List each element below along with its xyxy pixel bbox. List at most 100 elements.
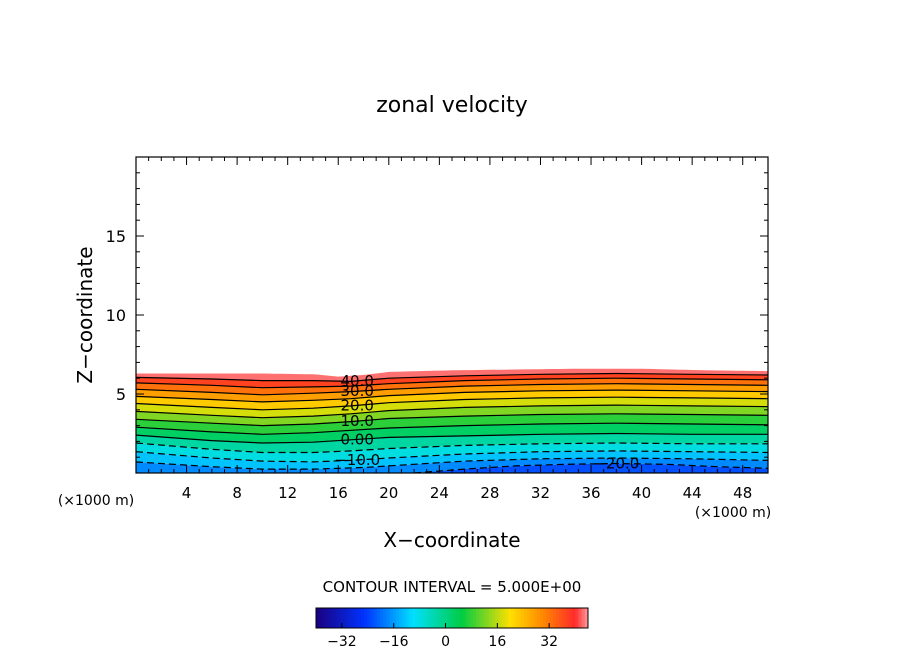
colorbar-tick-label: 16 [488, 634, 506, 650]
x-tick-label: 4 [182, 484, 192, 502]
colorbar-swatch [405, 608, 410, 628]
colorbar-swatch [562, 608, 566, 628]
colorbar-swatch [415, 608, 419, 628]
colorbar-swatch [514, 608, 518, 628]
colorbar-swatch [575, 608, 579, 628]
colorbar-swatch [402, 608, 406, 628]
colorbar-swatch [508, 608, 512, 628]
colorbar-swatch [482, 608, 486, 628]
colorbar-swatch [546, 608, 550, 628]
colorbar-swatch [380, 608, 384, 628]
contour-line [136, 457, 768, 470]
colorbar-swatch [399, 608, 403, 628]
colorbar-swatch [472, 608, 477, 628]
colorbar-swatch [316, 608, 320, 628]
colorbar-swatch [440, 608, 445, 628]
x-tick-label: 28 [480, 484, 499, 502]
contour-line [136, 422, 768, 435]
colorbar-swatch [543, 608, 547, 628]
colorbar-swatch [335, 608, 339, 628]
x-tick-label: 20 [379, 484, 398, 502]
colorbar-swatch [396, 608, 400, 628]
colorbar-swatch [444, 608, 448, 628]
colorbar-swatch [421, 608, 426, 628]
colorbar-swatch [498, 608, 502, 628]
contour-lines [136, 372, 768, 473]
colorbar-swatch [389, 608, 394, 628]
contour-band [136, 423, 768, 443]
contour-band [136, 368, 768, 382]
colorbar-swatch [412, 608, 416, 628]
colorbar-swatch [357, 608, 362, 628]
colorbar-swatch [463, 608, 467, 628]
colorbar-ticks: −32 −16 0 16 32 [327, 623, 558, 650]
x-tick-label: 40 [632, 484, 651, 502]
colorbar-swatch [492, 608, 496, 628]
colorbar-swatch [373, 608, 378, 628]
colorbar-swatch [386, 608, 390, 628]
colorbar-swatch [319, 608, 323, 628]
contour-band [136, 450, 768, 470]
colorbar-tick-label: −32 [327, 634, 357, 650]
contour-line [136, 404, 768, 419]
y-axis-label: Z−coordinate [73, 246, 97, 383]
colorbar-swatch [520, 608, 525, 628]
colorbar-swatch [581, 608, 586, 628]
contour-band [136, 443, 768, 462]
colorbar-swatch [488, 608, 493, 628]
colorbar-swatch [501, 608, 506, 628]
x-tick-label: 8 [232, 484, 242, 502]
colorbar-swatch [418, 608, 422, 628]
contour-label: 0.00 [340, 430, 373, 448]
colorbar-swatch [437, 608, 442, 628]
contour-band [136, 463, 768, 473]
colorbar-swatch [408, 608, 413, 628]
contour-label: 10.0 [340, 412, 373, 430]
x-tick-label: 24 [430, 484, 449, 502]
x-unit-right: (×1000 m) [695, 505, 771, 521]
contour-label: 40.0 [340, 372, 373, 390]
x-axis-label: X−coordinate [383, 528, 520, 552]
x-tick-label: 48 [733, 484, 752, 502]
contour-line [136, 413, 768, 427]
colorbar-swatch [453, 608, 458, 628]
colorbar-swatch [360, 608, 365, 628]
contour-band [136, 433, 768, 453]
contour-line [136, 377, 768, 389]
colorbar-swatch [469, 608, 474, 628]
colorbar-swatch [351, 608, 355, 628]
colorbar-swatch [332, 608, 336, 628]
colorbar-swatch [572, 608, 576, 628]
x-tick-label: 44 [683, 484, 702, 502]
contour-line [136, 450, 768, 463]
velocity-field [136, 368, 768, 473]
contour-label: 30.0 [340, 382, 373, 400]
colorbar-swatch [530, 608, 534, 628]
contour-label: −20.0 [593, 455, 639, 473]
contour-band [136, 413, 768, 435]
x-tick-label: 16 [329, 484, 348, 502]
colorbar-tick-label: 32 [540, 634, 558, 650]
colorbar-swatch [322, 608, 326, 628]
contour-interval-note: CONTOUR INTERVAL = 5.000E+00 [323, 578, 582, 596]
x-unit-left: (×1000 m) [58, 493, 134, 509]
colorbar-swatch [504, 608, 509, 628]
colorbar-swatch [424, 608, 429, 628]
colorbar-swatch [466, 608, 470, 628]
contour-line [136, 432, 768, 444]
colorbar-swatch [431, 608, 435, 628]
colorbar-swatch [479, 608, 483, 628]
colorbar-swatch [367, 608, 371, 628]
colorbar-swatch [354, 608, 358, 628]
y-tick-label: 15 [106, 227, 126, 246]
colorbar-swatch [456, 608, 461, 628]
contour-line [414, 462, 768, 473]
colorbar-swatch [568, 608, 573, 628]
colorbar-swatch [536, 608, 541, 628]
y-tick-label: 10 [106, 306, 126, 325]
colorbar-swatch [344, 608, 349, 628]
colorbar-swatch [383, 608, 387, 628]
contour-band [136, 405, 768, 426]
colorbar-swatch [552, 608, 557, 628]
contour-label: 20.0 [340, 396, 373, 414]
